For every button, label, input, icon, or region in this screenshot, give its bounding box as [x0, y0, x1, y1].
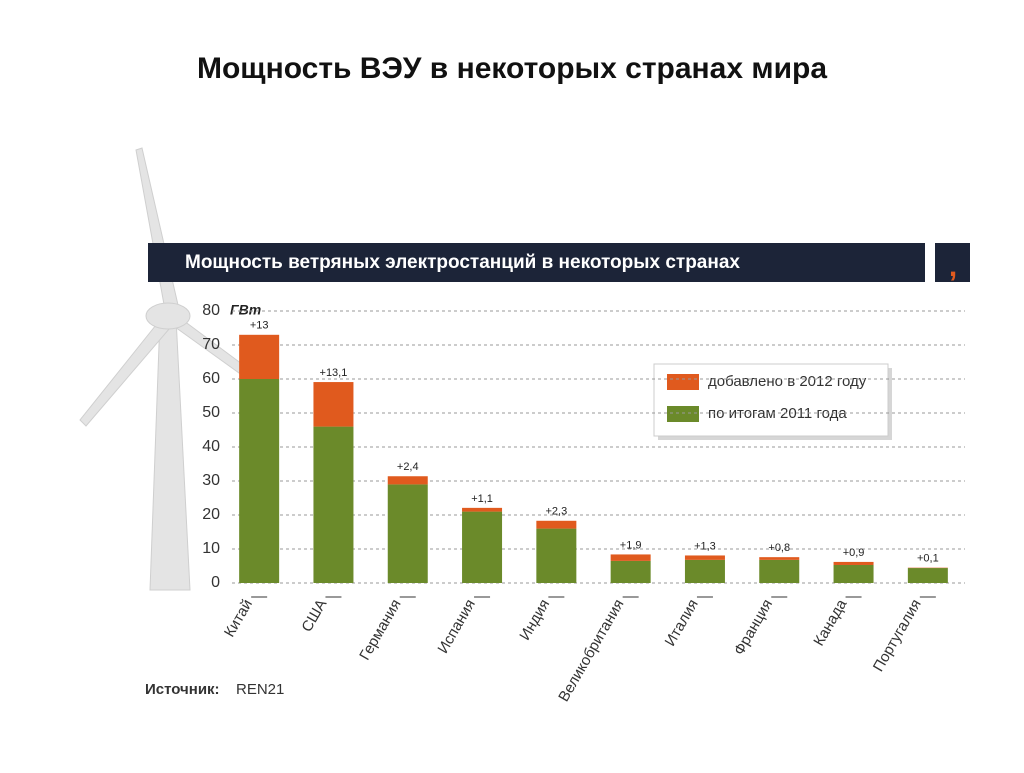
bar-segment [759, 560, 799, 583]
x-tick-label: Испания [434, 596, 478, 656]
bar-segment [685, 560, 725, 583]
bar-segment [388, 476, 428, 484]
source-label: Источник: [145, 681, 220, 698]
value-label: +1,1 [471, 493, 493, 505]
bar-segment [462, 508, 502, 512]
value-label: +0,8 [768, 542, 790, 554]
x-tick-label: Германия [356, 596, 404, 663]
value-label: +13 [250, 320, 269, 332]
bar-segment [239, 379, 279, 583]
source: REN21 [236, 681, 284, 698]
legend-swatch [667, 406, 699, 422]
value-label: +2,4 [397, 461, 419, 473]
bar-segment [759, 557, 799, 560]
x-tick-label: Великобритания [555, 596, 627, 704]
y-tick-label: 30 [202, 472, 220, 489]
value-label: +1,3 [694, 540, 716, 552]
bar-segment [834, 562, 874, 565]
y-unit: ГВт [230, 302, 261, 318]
bar-segment [611, 561, 651, 583]
value-label: +13,1 [320, 367, 348, 379]
y-tick-label: 10 [202, 540, 220, 557]
bar-segment [908, 568, 948, 583]
bar-segment [685, 555, 725, 559]
value-label: +0,1 [917, 553, 939, 565]
x-tick-label: Канада [810, 596, 850, 649]
x-tick-label: Португалия [870, 596, 925, 674]
bar-segment [239, 335, 279, 379]
x-tick-label: Франция [731, 596, 776, 658]
bar-segment [462, 512, 502, 583]
bar-segment [536, 521, 576, 529]
bar-segment [536, 529, 576, 583]
bar-segment [834, 565, 874, 583]
y-tick-label: 20 [202, 506, 220, 523]
bar-segment [313, 382, 353, 427]
x-tick-label: Италия [662, 596, 702, 649]
logo-mark: , [949, 250, 957, 283]
wind-turbine [80, 148, 250, 590]
legend-label: добавлено в 2012 году [708, 373, 867, 390]
bar-segment [611, 554, 651, 560]
y-tick-label: 50 [202, 404, 220, 421]
value-label: +2,3 [545, 506, 567, 518]
value-label: +1,9 [620, 539, 642, 551]
y-tick-label: 60 [202, 370, 220, 387]
x-tick-label: Китай [221, 596, 256, 640]
chart-title: Мощность ветряных электростанций в некот… [185, 252, 740, 273]
y-tick-label: 70 [202, 336, 220, 353]
slide-title: Мощность ВЭУ в некоторых странах мира [197, 52, 827, 85]
y-tick-label: 40 [202, 438, 220, 455]
x-tick-label: Индия [516, 596, 553, 643]
legend-swatch [667, 374, 699, 390]
x-tick-label: США [298, 596, 330, 634]
value-label: +0,9 [843, 547, 865, 559]
y-tick-label: 0 [211, 574, 220, 591]
bar-segment [313, 427, 353, 583]
y-tick-label: 80 [202, 302, 220, 319]
bar-segment [388, 484, 428, 583]
